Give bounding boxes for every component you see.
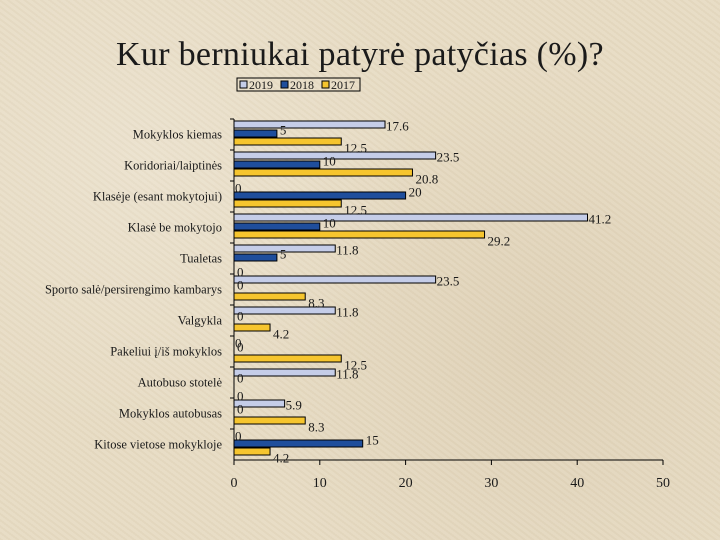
bar-2018-10 (233, 439, 364, 448)
chart-title: Kur berniukai patyrė patyčias (%)? (116, 36, 604, 73)
bar-2017-1 (233, 168, 413, 177)
value-label-2018-10: 15 (366, 433, 379, 448)
bar-2019-8 (233, 368, 336, 377)
x-tick-label-0: 0 (231, 476, 238, 491)
bar-2018-1 (233, 160, 321, 169)
value-label-2019-9: 5.9 (286, 398, 302, 413)
bar-2018-3 (233, 222, 321, 231)
value-label-2019-2: 0 (235, 181, 242, 196)
bar-2019-5 (233, 275, 437, 284)
value-label-2018-6: 0 (237, 309, 244, 324)
category-label-9: Mokyklos autobusas (119, 407, 222, 421)
category-label-0: Mokyklos kiemas (133, 128, 222, 142)
value-label-2018-0: 5 (280, 123, 287, 138)
legend-swatch-2018 (280, 80, 289, 89)
bar-2018-0 (233, 129, 278, 138)
value-label-2019-1: 23.5 (437, 150, 460, 165)
value-label-2019-6: 11.8 (336, 305, 358, 320)
bar-2017-9 (233, 416, 306, 425)
value-label-2017-6: 4.2 (273, 327, 289, 342)
value-label-2017-9: 8.3 (308, 420, 324, 435)
value-label-2017-2: 12.5 (344, 203, 367, 218)
bar-2018-2 (233, 191, 407, 200)
legend-swatch-2017 (321, 80, 330, 89)
category-label-10: Kitose vietose mokykloje (94, 438, 222, 452)
value-label-2018-9: 0 (237, 402, 244, 417)
category-label-3: Klasė be mokytojo (128, 221, 222, 235)
bar-2019-0 (233, 120, 386, 129)
axes-layer (230, 118, 664, 465)
x-tick-label-3: 30 (484, 476, 498, 491)
bar-2017-6 (233, 323, 271, 332)
category-label-2: Klasėje (esant mokytojui) (93, 190, 222, 204)
bar-2017-5 (233, 292, 306, 301)
value-label-2017-1: 20.8 (415, 172, 438, 187)
legend-box (236, 77, 361, 92)
category-label-6: Valgykla (178, 314, 223, 328)
value-label-2017-7: 12.5 (344, 358, 367, 373)
bar-2019-3 (233, 213, 588, 222)
value-label-2019-5: 23.5 (437, 274, 460, 289)
value-label-2018-4: 5 (280, 247, 287, 262)
value-label-2018-5: 0 (237, 278, 244, 293)
category-label-8: Autobuso stotelė (138, 376, 223, 390)
legend: 2019 2018 2017 (236, 77, 361, 92)
value-label-2018-1: 10 (323, 154, 336, 169)
value-label-2018-2: 20 (409, 185, 422, 200)
category-label-1: Koridoriai/laiptinės (124, 159, 222, 173)
x-tick-label-4: 40 (570, 476, 584, 491)
value-label-2017-10: 4.2 (273, 451, 289, 466)
value-label-2019-8: 11.8 (336, 367, 358, 382)
legend-label-2019: 2019 (249, 78, 273, 92)
bar-2018-4 (233, 253, 278, 262)
category-label-4: Tualetas (180, 252, 222, 266)
legend-swatch-2019 (239, 80, 248, 89)
legend-label-2018: 2018 (290, 78, 314, 92)
value-label-2019-0: 17.6 (386, 119, 409, 134)
bar-2017-0 (233, 137, 342, 146)
value-label-2018-7: 0 (237, 340, 244, 355)
bar-2017-7 (233, 354, 342, 363)
value-label-2019-7: 0 (235, 336, 242, 351)
value-label-2019-3: 41.2 (589, 212, 612, 227)
value-label-2017-4: 0 (237, 265, 244, 280)
x-tick-label-2: 20 (399, 476, 413, 491)
category-label-5: Sporto salė/persirengimo kambarys (45, 283, 222, 297)
value-label-2017-8: 0 (237, 389, 244, 404)
bars-layer (233, 120, 588, 456)
category-label-7: Pakeliui į/iš mokyklos (110, 345, 222, 359)
value-label-2017-5: 8.3 (308, 296, 324, 311)
bar-2017-2 (233, 199, 342, 208)
x-tick-label-1: 10 (313, 476, 327, 491)
bar-2017-10 (233, 447, 271, 456)
bar-2017-3 (233, 230, 486, 239)
value-label-2018-8: 0 (237, 371, 244, 386)
value-label-2018-3: 10 (323, 216, 336, 231)
labels-layer: 17.6 5 12.5 Mokyklos kiemas 23.5 10 20.8 Korido… (45, 119, 670, 492)
value-label-2017-3: 29.2 (488, 234, 511, 249)
x-tick-label-5: 50 (656, 476, 670, 491)
value-label-2019-10: 0 (235, 429, 242, 444)
value-label-2017-0: 12.5 (344, 141, 367, 156)
legend-label-2017: 2017 (331, 78, 355, 92)
value-label-2019-4: 11.8 (336, 243, 358, 258)
